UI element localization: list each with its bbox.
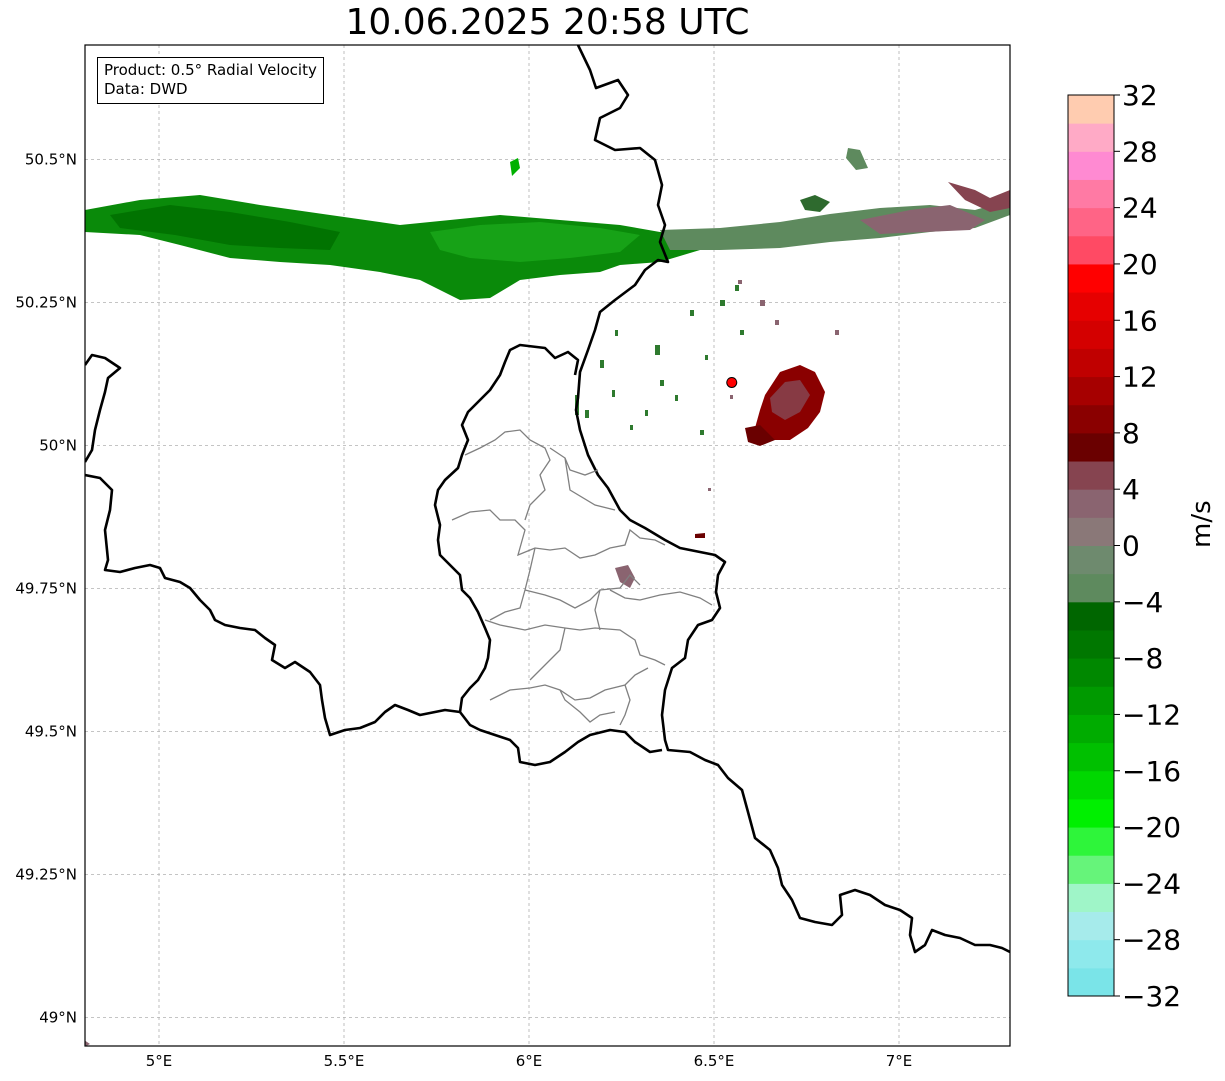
colorbar-swatch: [1068, 714, 1114, 744]
lon-tick-label: 5°E: [146, 1052, 173, 1070]
colorbar-swatch: [1068, 967, 1114, 997]
info-box: Product: 0.5° Radial Velocity Data: DWD: [97, 57, 324, 104]
lon-tick-label: 6.5°E: [694, 1052, 735, 1070]
colorbar-tick-label: 12: [1122, 361, 1158, 394]
lat-tick-label: 50.5°N: [25, 150, 77, 168]
colorbar-tick-label: −20: [1122, 811, 1180, 844]
lon-tick-label: 6°E: [516, 1052, 543, 1070]
info-product: Product: 0.5° Radial Velocity: [104, 61, 317, 79]
colorbar-swatch: [1068, 629, 1114, 659]
colorbar-swatch: [1068, 770, 1114, 800]
colorbar-swatch: [1068, 742, 1114, 772]
map-title: 10.06.2025 20:58 UTC: [345, 2, 750, 43]
colorbar-tick-label: 28: [1122, 135, 1158, 168]
lat-tick-label: 50°N: [39, 436, 77, 454]
colorbar-swatch: [1068, 545, 1114, 575]
lat-tick-label: 49.5°N: [25, 722, 77, 740]
colorbar: −32 −28 −24 −20 −16 −12 −8 −4 0 4 8 12 16 20 24 28 32: [1067, 80, 1180, 1013]
colorbar-tick-label: 4: [1122, 473, 1140, 506]
colorbar-ticks: −32 −28 −24 −20 −16 −12 −8 −4 0 4 8 12 16 20 24 28 32: [1114, 80, 1180, 1013]
colorbar-swatch: [1068, 827, 1114, 856]
colorbar-tick-label: −12: [1122, 698, 1180, 731]
colorbar-unit-label: m/s: [1187, 500, 1217, 548]
colorbar-swatch: [1068, 686, 1114, 715]
colorbar-swatch: [1068, 939, 1114, 969]
echo-outbound-inner: [770, 380, 810, 420]
colorbar-swatch: [1068, 151, 1114, 180]
plot-frame: [84, 44, 1011, 1047]
colorbar-tick-label: −32: [1122, 980, 1180, 1013]
echo-band-east-brown: [860, 205, 985, 234]
colorbar-tick-label: 8: [1122, 417, 1140, 450]
latitude-tick-labels: 49°N 49.25°N 49.5°N 49.75°N 50°N 50.25°N 50.5°…: [15, 150, 77, 1026]
colorbar-swatch: [1068, 911, 1114, 941]
echo-lux-east: [615, 565, 635, 588]
colorbar-swatch: [1068, 123, 1114, 152]
colorbar-swatch: [1068, 235, 1114, 265]
colorbar-swatch: [1068, 798, 1114, 828]
colorbar-tick-label: 20: [1122, 248, 1158, 281]
colorbar-swatch: [1068, 404, 1114, 434]
echo-north-speck: [510, 158, 520, 176]
colorbar-tick-label: −4: [1122, 586, 1163, 619]
echo-ne-blob: [846, 148, 868, 170]
colorbar-swatch: [1068, 320, 1114, 349]
colorbar-swatch: [1068, 179, 1114, 209]
colorbar-swatch: [1068, 489, 1114, 518]
longitude-tick-labels: 5°E 5.5°E 6°E 6.5°E 7°E: [146, 1052, 913, 1070]
colorbar-swatch: [1068, 855, 1114, 884]
colorbar-swatch: [1068, 263, 1114, 293]
echo-outbound-south: [745, 425, 775, 446]
lat-tick-label: 49.25°N: [15, 865, 77, 883]
colorbar-tick-label: 16: [1122, 304, 1158, 337]
lon-tick-label: 7°E: [886, 1052, 913, 1070]
echo-speck-se: [695, 533, 705, 538]
echo-band-center-bright: [430, 222, 640, 262]
colorbar-tick-label: −8: [1122, 642, 1163, 675]
echo-far-east: [948, 182, 1010, 212]
echo-band-west-dark: [110, 205, 340, 250]
lat-tick-label: 49.75°N: [15, 579, 77, 597]
radar-echoes: [85, 45, 1010, 1046]
colorbar-swatches: [1068, 95, 1114, 997]
radar-site-marker: [726, 376, 738, 388]
colorbar-swatch: [1068, 207, 1114, 237]
lat-tick-label: 49°N: [39, 1008, 77, 1026]
radar-map: 5°E 5.5°E 6°E 6.5°E 7°E 49°N 49.25°N 49.5°N 49.…: [15, 44, 1011, 1070]
colorbar-tick-label: 24: [1122, 192, 1158, 225]
colorbar-swatch: [1068, 376, 1114, 406]
colorbar-swatch: [1068, 292, 1114, 321]
colorbar-swatch: [1068, 601, 1114, 631]
colorbar-swatch: [1068, 573, 1114, 603]
echo-speckles-brown: [708, 280, 839, 491]
colorbar-tick-label: 32: [1122, 80, 1158, 112]
colorbar-swatch: [1068, 658, 1114, 687]
info-data-source: Data: DWD: [104, 80, 188, 98]
colorbar-swatch: [1068, 461, 1114, 490]
colorbar-swatch: [1068, 348, 1114, 378]
colorbar-swatch: [1068, 883, 1114, 913]
echo-ne-dark: [800, 195, 830, 212]
lon-tick-label: 5.5°E: [324, 1052, 365, 1070]
colorbar-tick-label: −28: [1122, 924, 1180, 957]
colorbar-swatch: [1068, 95, 1114, 124]
country-borders: [85, 45, 1010, 954]
colorbar-swatch: [1068, 432, 1114, 462]
colorbar-tick-label: −24: [1122, 867, 1180, 900]
lat-tick-label: 50.25°N: [15, 293, 77, 311]
colorbar-tick-label: −16: [1122, 755, 1180, 788]
colorbar-swatch: [1068, 517, 1114, 546]
echo-speck-sw: [85, 1040, 90, 1046]
colorbar-tick-label: 0: [1122, 530, 1140, 563]
admin-borders: [451, 429, 713, 726]
